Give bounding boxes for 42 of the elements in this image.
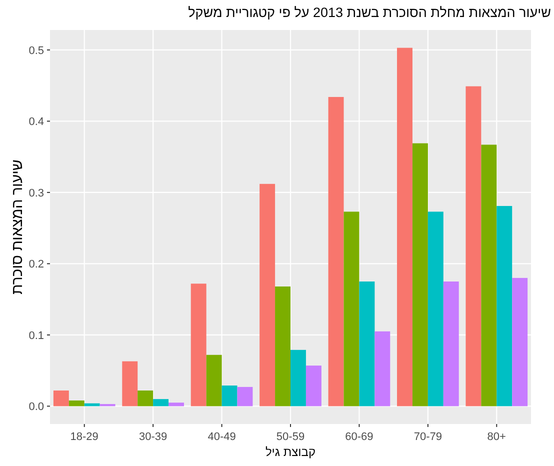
bar (428, 212, 444, 406)
bar (496, 206, 512, 406)
bar (260, 184, 276, 406)
y-tick-label: 0.2 (28, 258, 44, 271)
bar (190, 284, 206, 406)
bar (344, 212, 360, 406)
bar (222, 386, 238, 406)
bar (275, 286, 290, 406)
y-tick-label: 0.5 (28, 44, 44, 57)
bar (138, 390, 154, 406)
bar (168, 402, 184, 406)
bar (443, 282, 459, 406)
bar (359, 282, 375, 406)
y-tick-label: 0.3 (28, 187, 44, 200)
bar (412, 143, 428, 406)
x-tick-label: 30-39 (139, 431, 168, 443)
bar (206, 354, 222, 406)
bar (68, 400, 84, 406)
bar (122, 361, 138, 406)
x-axis-title: קבוצת גיל (265, 445, 316, 459)
y-tick-label: 0.0 (28, 401, 44, 414)
bar (466, 86, 482, 406)
x-tick-label: 40-49 (208, 431, 236, 443)
bar (290, 350, 306, 406)
x-tick-label: 60-69 (345, 431, 374, 443)
bar (397, 48, 412, 406)
bar (153, 399, 169, 406)
x-tick-label: 50-59 (276, 431, 305, 443)
x-tick-label: 70-79 (414, 431, 442, 443)
bar (53, 390, 69, 406)
bar (481, 144, 497, 406)
y-axis-title: שיעור המצאות סוכרת (9, 159, 26, 295)
x-tick-label: 18-29 (70, 431, 98, 443)
chart-title: שיעור המצאות מחלת הסוכרת בשנת 2013 על פי קטגוריית משקל (188, 5, 552, 20)
y-tick-label: 0.1 (28, 330, 44, 342)
x-tick-label: 80+ (487, 431, 506, 443)
bar (374, 331, 390, 406)
y-tick-label: 0.4 (28, 116, 44, 128)
bar (237, 386, 253, 406)
bar (306, 366, 322, 406)
bar (512, 278, 528, 406)
bar (328, 96, 344, 406)
